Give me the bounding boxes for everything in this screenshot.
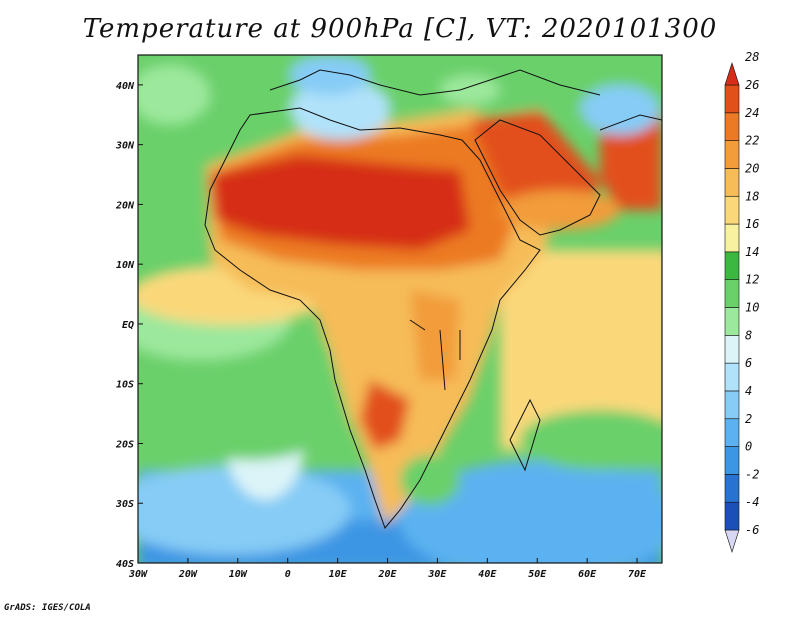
lat-tick-label: 10N bbox=[116, 260, 135, 271]
colorbar-swatch bbox=[724, 223, 740, 253]
colorbar-label: 14 bbox=[745, 245, 759, 259]
colorbar-label: -6 bbox=[745, 523, 759, 537]
colorbar-label: -4 bbox=[745, 495, 759, 509]
colorbar-swatch bbox=[724, 390, 740, 420]
colorbar-swatch bbox=[724, 362, 740, 392]
colorbar-swatch bbox=[724, 446, 740, 475]
lon-tick-label: 70E bbox=[628, 569, 647, 580]
lon-tick-label: 60E bbox=[578, 569, 597, 580]
lat-tick-label: 40N bbox=[116, 81, 135, 92]
lon-tick-label: 30E bbox=[427, 569, 447, 580]
lat-tick-label: 20S bbox=[115, 439, 134, 450]
map-title: Temperature at 900hPa [C], VT: 202010130… bbox=[82, 14, 718, 44]
lat-tick-label: EQ bbox=[122, 320, 134, 331]
lon-tick-label: 50E bbox=[528, 569, 547, 580]
colorbar-swatch bbox=[724, 279, 740, 308]
colorbar-swatch bbox=[724, 474, 740, 503]
lon-tick-label: 20E bbox=[377, 569, 397, 580]
lon-tick-label: 40E bbox=[478, 569, 497, 580]
latitude-axis: 40S 30S 20S 10S EQ 10N 20N 30N 40N bbox=[115, 81, 143, 570]
lat-tick-label: 30N bbox=[115, 141, 135, 152]
colorbar-label: 2 bbox=[745, 412, 752, 426]
colorbar-label: 6 bbox=[745, 356, 752, 370]
colorbar-swatch bbox=[724, 335, 740, 364]
colorbar-swatch bbox=[724, 501, 740, 531]
lon-tick-label: 20W bbox=[178, 569, 198, 580]
colorbar-label: 20 bbox=[745, 161, 759, 175]
colorbar-label: 26 bbox=[745, 78, 759, 92]
temperature-field bbox=[138, 55, 662, 563]
coastlines bbox=[204, 69, 662, 529]
colorbar-swatch bbox=[724, 62, 740, 86]
colorbar-swatch bbox=[724, 112, 740, 141]
lat-tick-label: 30S bbox=[115, 499, 134, 510]
colorbar-swatch bbox=[724, 307, 740, 336]
colorbar-label: -2 bbox=[745, 467, 759, 481]
colorbar-swatch bbox=[724, 168, 740, 197]
colorbar-label: 4 bbox=[745, 384, 752, 398]
lat-tick-label: 20N bbox=[115, 200, 135, 211]
lon-tick-label: 30W bbox=[128, 569, 148, 580]
colorbar-swatch bbox=[724, 418, 740, 447]
lat-tick-label: 10S bbox=[116, 380, 134, 391]
colorbar-swatch bbox=[724, 529, 740, 553]
colorbar-swatch bbox=[724, 195, 740, 225]
colorbar-label: 18 bbox=[745, 189, 759, 203]
colorbar-swatch bbox=[724, 140, 740, 169]
lon-tick-label: 10W bbox=[229, 569, 248, 580]
longitude-axis: 30W 20W 10W 0 10E 20E 30E 40E 50E 60E 70E bbox=[128, 558, 647, 580]
colorbar-label: 12 bbox=[745, 273, 759, 287]
credit-text: GrADS: IGES/COLA bbox=[4, 603, 91, 613]
colorbar-label: 8 bbox=[745, 328, 752, 342]
map-frame bbox=[137, 54, 663, 564]
colorbar-label: 22 bbox=[745, 134, 759, 148]
lon-tick-label: 10E bbox=[329, 569, 348, 580]
colorbar-label: 16 bbox=[745, 217, 759, 231]
colorbar-swatch bbox=[724, 84, 740, 114]
colorbar-label: 24 bbox=[745, 106, 759, 120]
colorbar-swatch bbox=[724, 251, 740, 280]
colorbar-label: 10 bbox=[745, 301, 759, 315]
lon-tick-label: 0 bbox=[285, 569, 291, 580]
lat-tick-label: 40S bbox=[116, 559, 134, 570]
colorbar-label: 28 bbox=[745, 50, 759, 64]
colorbar-label: 0 bbox=[745, 440, 752, 454]
